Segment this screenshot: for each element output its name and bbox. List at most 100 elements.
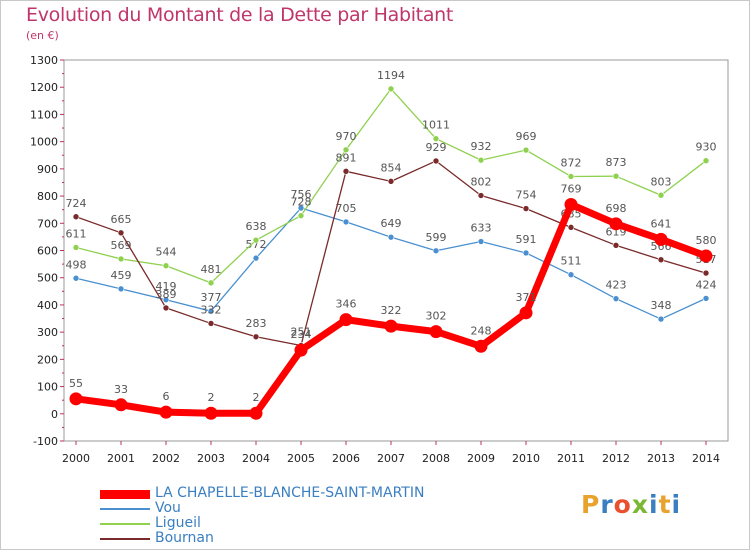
data-label: 322: [381, 304, 402, 317]
data-label: 638: [246, 220, 267, 233]
data-point: [654, 232, 668, 246]
data-point: [429, 325, 443, 339]
legend-label: Ligueil: [155, 515, 201, 531]
data-label: 459: [111, 269, 132, 282]
data-point: [162, 262, 170, 270]
x-tick-label: 2005: [287, 452, 315, 465]
data-point: [117, 285, 125, 293]
data-label: 234: [291, 328, 312, 341]
data-label: 873: [606, 156, 627, 169]
chart-title: Evolution du Montant de la Dette par Hab…: [26, 4, 454, 26]
data-point: [297, 204, 305, 212]
data-point: [117, 229, 125, 237]
data-point: [72, 274, 80, 282]
x-tick-label: 2006: [332, 452, 360, 465]
data-label: 611: [66, 228, 87, 241]
data-point: [387, 178, 395, 185]
data-label: 544: [156, 246, 177, 259]
data-point: [159, 405, 173, 419]
data-point: [609, 217, 623, 231]
x-tick-label: 2011: [557, 452, 585, 465]
data-label: 698: [606, 202, 627, 215]
data-label: 641: [651, 217, 672, 230]
data-label: 930: [696, 141, 717, 154]
data-label: 332: [201, 303, 222, 316]
data-label: 377: [201, 291, 222, 304]
data-point: [612, 242, 620, 249]
data-point: [117, 255, 125, 263]
data-label: 929: [426, 141, 447, 154]
y-tick-label: 200: [37, 353, 58, 366]
data-label: 591: [516, 233, 537, 246]
data-point: [342, 168, 350, 175]
data-label: 33: [114, 383, 128, 396]
y-tick-label: 500: [37, 272, 58, 285]
data-point: [564, 198, 578, 212]
data-label: 724: [66, 197, 87, 210]
data-point: [699, 249, 713, 263]
data-point: [252, 254, 260, 262]
y-tick-label: 800: [37, 190, 58, 203]
data-label: 872: [561, 156, 582, 169]
data-point: [519, 306, 533, 320]
data-point: [72, 213, 80, 221]
data-label: 424: [696, 278, 717, 291]
data-point: [252, 236, 260, 244]
data-point: [522, 205, 530, 212]
legend-swatch: [100, 523, 150, 525]
data-point: [612, 295, 620, 302]
data-point: [477, 192, 485, 199]
data-label: 6: [163, 390, 170, 403]
y-tick-label: 100: [37, 381, 58, 394]
data-label: 2: [253, 391, 260, 404]
x-tick-label: 2010: [512, 452, 540, 465]
data-point: [207, 307, 215, 315]
y-tick-label: 0: [51, 408, 58, 421]
data-label: 572: [246, 238, 267, 251]
data-point: [432, 157, 440, 165]
data-point: [702, 157, 710, 164]
data-point: [387, 233, 395, 241]
data-point: [567, 173, 575, 180]
legend-swatch: [100, 508, 150, 510]
y-tick-label: 1100: [30, 108, 58, 121]
data-label: 1194: [377, 69, 405, 82]
legend-swatch: [100, 489, 150, 499]
y-tick-label: 900: [37, 163, 58, 176]
legend-label: Vou: [155, 500, 181, 516]
data-point: [612, 172, 620, 180]
data-point: [567, 271, 575, 279]
data-point: [432, 247, 440, 255]
data-label: 423: [606, 279, 627, 292]
data-label: 756: [291, 188, 312, 201]
data-label: 389: [156, 288, 177, 301]
data-point: [342, 146, 350, 154]
data-label: 248: [471, 324, 492, 337]
data-point: [522, 249, 530, 257]
data-label: 419: [156, 280, 177, 293]
y-tick-label: 1200: [30, 81, 58, 94]
data-label: 633: [471, 222, 492, 235]
data-point: [657, 315, 665, 323]
data-label: 599: [426, 231, 447, 244]
data-point: [249, 406, 263, 420]
x-tick-label: 2013: [647, 452, 675, 465]
data-label: 649: [381, 217, 402, 230]
y-tick-label: 600: [37, 245, 58, 258]
data-label: 498: [66, 258, 87, 271]
y-tick-label: 400: [37, 299, 58, 312]
x-tick-label: 2009: [467, 452, 495, 465]
data-label: 665: [111, 213, 132, 226]
data-point: [207, 279, 215, 287]
legend-label: Bournan: [155, 530, 214, 546]
data-label: 348: [651, 299, 672, 312]
data-label: 55: [69, 377, 83, 390]
x-tick-label: 2003: [197, 452, 225, 465]
data-point: [297, 212, 305, 219]
data-point: [657, 191, 665, 199]
proxiti-logo: Proxiti: [581, 490, 682, 519]
data-label: 580: [696, 234, 717, 247]
data-label: 371: [516, 291, 537, 304]
data-point: [114, 398, 128, 412]
